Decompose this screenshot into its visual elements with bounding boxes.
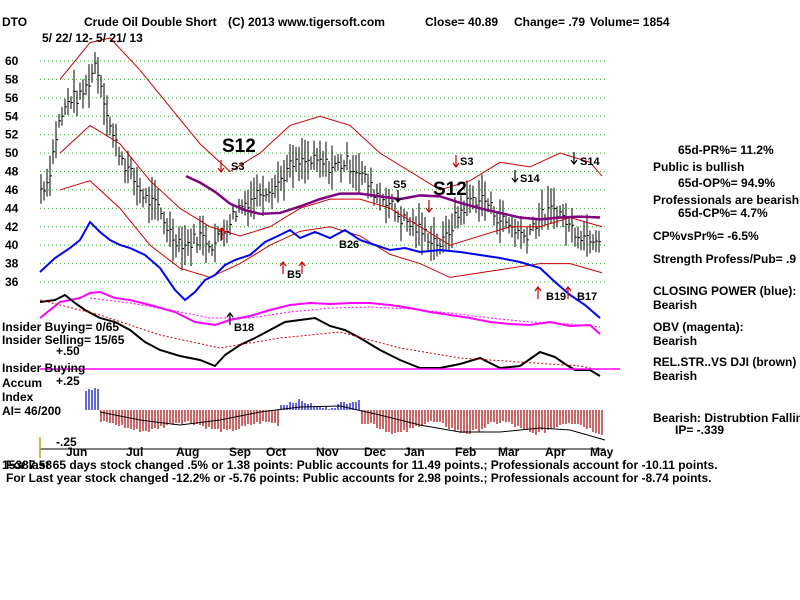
signal-s3-a: S3 <box>231 161 245 173</box>
x-tick-apr: Apr <box>545 445 566 459</box>
accum-index-ma <box>99 405 606 441</box>
signal-s3-b: S3 <box>460 156 474 168</box>
y-tick-54: 54 <box>5 109 19 123</box>
pr-percent: 65d-PR%= 11.2% <box>678 143 774 157</box>
footer-prefix: 15387.58 <box>2 458 53 472</box>
arrow-s3-b <box>452 155 460 168</box>
y-tick-40: 40 <box>5 238 19 252</box>
op-percent: 65d-OP%= 94.9% <box>678 176 776 190</box>
signal-s14-a: S14 <box>520 173 540 185</box>
signal-arrows <box>217 152 578 325</box>
footer-line-1: For last 65 days stock changed .5% or 1.… <box>6 458 718 472</box>
cp-vs-pr: CP%vsPr%= -6.5% <box>653 229 759 243</box>
copyright: (C) 2013 www.tigersoft.com <box>228 15 385 29</box>
arrow-s5 <box>394 190 402 203</box>
x-tick-jun: Jun <box>66 445 87 459</box>
accum-index-bars <box>85 388 603 435</box>
x-tick-nov: Nov <box>316 445 339 459</box>
minus-25-label: -.25 <box>56 435 77 449</box>
signal-s14-b: S14 <box>580 156 600 168</box>
signal-s12-right: S12 <box>433 179 467 200</box>
arrow-b5-b <box>298 261 306 274</box>
signal-b18: B18 <box>234 322 255 334</box>
lower-band <box>59 180 603 278</box>
arrow-s14-a <box>511 170 519 183</box>
y-tick-48: 48 <box>5 165 19 179</box>
bearish-distribution: Bearish: Distrubtion Falling <box>653 411 800 425</box>
obv-state: Bearish <box>653 334 698 348</box>
y-tick-42: 42 <box>5 220 19 234</box>
arrow-b17 <box>564 286 572 299</box>
plus-25-label: +.25 <box>56 374 80 388</box>
signal-s5: S5 <box>393 179 407 191</box>
date-range: 5/ 22/ 12- 5/ 21/ 13 <box>42 31 143 45</box>
x-tick-oct: Oct <box>266 445 286 459</box>
cp-percent: 65d-CP%= 4.7% <box>678 206 768 220</box>
signal-b26: B26 <box>339 239 360 251</box>
obv-line <box>39 290 601 335</box>
relative-strength-ma <box>39 299 601 371</box>
mid-band <box>59 124 603 246</box>
y-tick-38: 38 <box>5 257 19 271</box>
signal-s12-left: S12 <box>222 136 256 157</box>
x-tick-may: May <box>590 445 614 459</box>
close-value: Close= 40.89 <box>425 15 499 29</box>
arrow-buy-a <box>218 227 226 240</box>
y-tick-58: 58 <box>5 72 19 86</box>
upper-band <box>59 37 603 191</box>
x-tick-aug: Aug <box>176 445 199 459</box>
ai-label: AI= 46/200 <box>2 404 62 418</box>
x-tick-dec: Dec <box>364 445 386 459</box>
arrow-sell <box>425 200 433 213</box>
obv-title: OBV (magenta): <box>653 320 744 334</box>
insider-selling-count: Insider Selling= 15/65 <box>2 333 125 347</box>
insider-buying-count: Insider Buying= 0/65 <box>2 320 120 334</box>
index-label: Index <box>2 390 34 404</box>
y-tick-56: 56 <box>5 91 19 105</box>
arrow-s14-b <box>570 152 578 165</box>
footer-line-2: For Last year stock changed -12.2% or -5… <box>6 471 712 485</box>
symbol: DTO <box>2 15 28 29</box>
price-bars <box>40 52 601 271</box>
plus-50-label: +.50 <box>56 344 80 358</box>
moving-average-line <box>185 174 601 221</box>
closing-power-state: Bearish <box>653 298 698 312</box>
closing-power-title: CLOSING POWER (blue): <box>653 284 797 298</box>
signal-b5: B5 <box>287 269 302 281</box>
arrow-b19 <box>534 286 542 299</box>
insider-buying-line-label: Insider Buying <box>2 361 86 375</box>
professionals-bearish: Professionals are bearish <box>653 193 800 207</box>
y-tick-36: 36 <box>5 275 19 289</box>
arrow-b18 <box>226 312 234 325</box>
change-value: Change= .79 <box>514 15 586 29</box>
y-tick-50: 50 <box>5 146 19 160</box>
signal-b19: B19 <box>546 291 567 303</box>
instrument-name: Crude Oil Double Short <box>84 15 217 29</box>
x-tick-mar: Mar <box>498 445 520 459</box>
y-tick-44: 44 <box>5 201 19 215</box>
x-tick-feb: Feb <box>455 445 476 459</box>
x-axis-months: Jun Jul Aug Sep Oct Nov Dec Jan Feb Mar Apr May <box>66 445 614 459</box>
relstr-state: Bearish <box>653 369 698 383</box>
arrow-b5-a <box>279 261 287 274</box>
public-bullish: Public is bullish <box>653 160 745 174</box>
volume-value: Volume= 1854 <box>590 15 670 29</box>
closing-power-line <box>39 220 601 319</box>
signal-b17: B17 <box>577 291 598 303</box>
y-tick-60: 60 <box>5 54 19 68</box>
arrow-s3 <box>217 160 225 173</box>
x-tick-jan: Jan <box>404 445 425 459</box>
y-tick-46: 46 <box>5 183 19 197</box>
x-tick-jul: Jul <box>126 445 143 459</box>
strength-ratio: Strength Profess/Pub= .9 <box>653 252 797 266</box>
y-tick-52: 52 <box>5 128 19 142</box>
obv-ma-line <box>89 297 601 328</box>
relative-strength-line <box>39 293 601 377</box>
y-axis-ticks: 60 58 56 54 52 50 48 46 44 42 40 38 36 <box>5 54 19 289</box>
x-tick-sep: Sep <box>229 445 251 459</box>
accum-label: Accum <box>2 376 43 390</box>
ip-value: IP= -.339 <box>675 423 725 437</box>
relstr-title: REL.STR..VS DJI (brown) <box>653 355 797 369</box>
